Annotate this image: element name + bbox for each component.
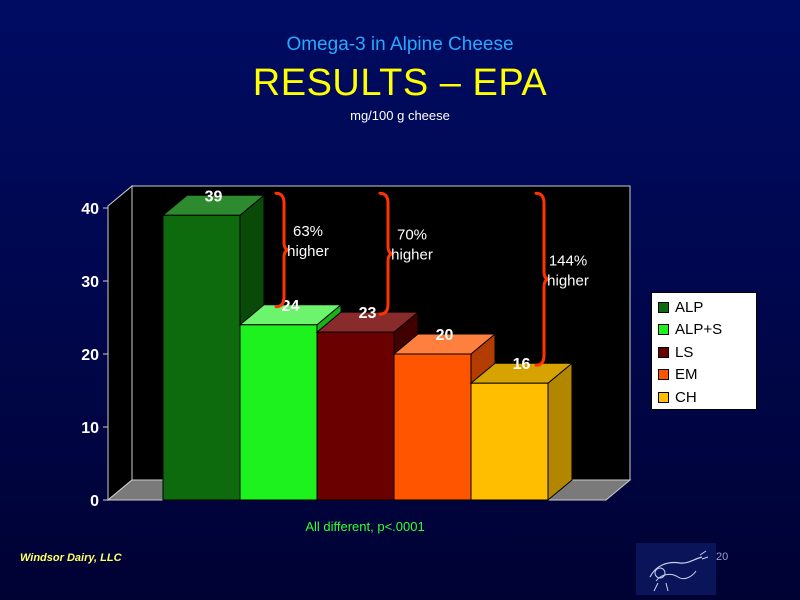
page-number: 20 bbox=[716, 551, 729, 563]
y-axis: 0 10 20 30 40 bbox=[81, 201, 109, 510]
legend-label: ALP+S bbox=[675, 321, 723, 339]
legend-swatch bbox=[658, 369, 669, 381]
chart-title: RESULTS – EPA bbox=[252, 62, 548, 104]
bar-front bbox=[393, 353, 472, 501]
comparison-bracket bbox=[378, 191, 394, 316]
data-label: 39 bbox=[205, 188, 223, 205]
comparison-brackets: 63% higher 70% higher 144% higher bbox=[274, 191, 589, 367]
cow-logo-image bbox=[636, 543, 716, 595]
y-tick-label: 30 bbox=[81, 274, 99, 291]
legend-item-alp-s: ALP+S bbox=[658, 319, 756, 342]
legend-label: CH bbox=[675, 388, 697, 406]
data-label: 20 bbox=[436, 327, 454, 344]
legend-swatch bbox=[658, 346, 669, 358]
unit-label: mg/100 g cheese bbox=[350, 108, 450, 123]
y-tick-label: 0 bbox=[90, 493, 99, 510]
data-label: 16 bbox=[513, 356, 531, 373]
legend-swatch bbox=[658, 301, 669, 313]
cow-logo-icon bbox=[649, 550, 709, 592]
y-tick-label: 10 bbox=[81, 420, 99, 437]
chart-bars bbox=[161, 194, 574, 502]
bar-side bbox=[547, 362, 573, 502]
chart-subtitle: Omega-3 in Alpine Cheese bbox=[286, 34, 514, 55]
legend-swatch bbox=[658, 391, 669, 403]
legend-item-ls: LS bbox=[658, 341, 756, 364]
significance-note: All different, p<.0001 bbox=[305, 519, 425, 534]
bar-front bbox=[470, 382, 549, 501]
legend-item-ch: CH bbox=[658, 386, 756, 409]
legend-label: LS bbox=[675, 343, 694, 361]
bar-front bbox=[316, 331, 395, 501]
annotation-percent: 144% bbox=[549, 252, 587, 269]
annotation-higher: higher bbox=[547, 272, 589, 289]
data-label: 24 bbox=[282, 298, 300, 315]
y-tick-label: 20 bbox=[81, 347, 99, 364]
legend-label: EM bbox=[675, 366, 698, 384]
comparison-bracket bbox=[534, 191, 550, 367]
annotation-percent: 63% bbox=[293, 223, 323, 240]
bar-front bbox=[239, 324, 318, 501]
legend-item-em: EM bbox=[658, 364, 756, 387]
bar-ch bbox=[469, 362, 574, 502]
data-label: 23 bbox=[359, 305, 377, 322]
comparison-bracket bbox=[274, 191, 290, 309]
y-tick-label: 40 bbox=[81, 201, 99, 218]
company-name: Windsor Dairy, LLC bbox=[20, 552, 122, 564]
legend-label: ALP bbox=[675, 298, 704, 316]
annotation-percent: 70% bbox=[397, 227, 427, 244]
chart-legend: ALP ALP+S LS EM CH bbox=[651, 292, 757, 410]
legend-swatch bbox=[658, 324, 669, 336]
annotation-higher: higher bbox=[287, 243, 329, 260]
chart-side-wall bbox=[107, 184, 133, 502]
data-labels: 39 24 23 20 16 bbox=[205, 188, 531, 373]
legend-item-alp: ALP bbox=[658, 296, 756, 319]
bar-front bbox=[162, 214, 241, 501]
annotation-higher: higher bbox=[391, 247, 433, 264]
